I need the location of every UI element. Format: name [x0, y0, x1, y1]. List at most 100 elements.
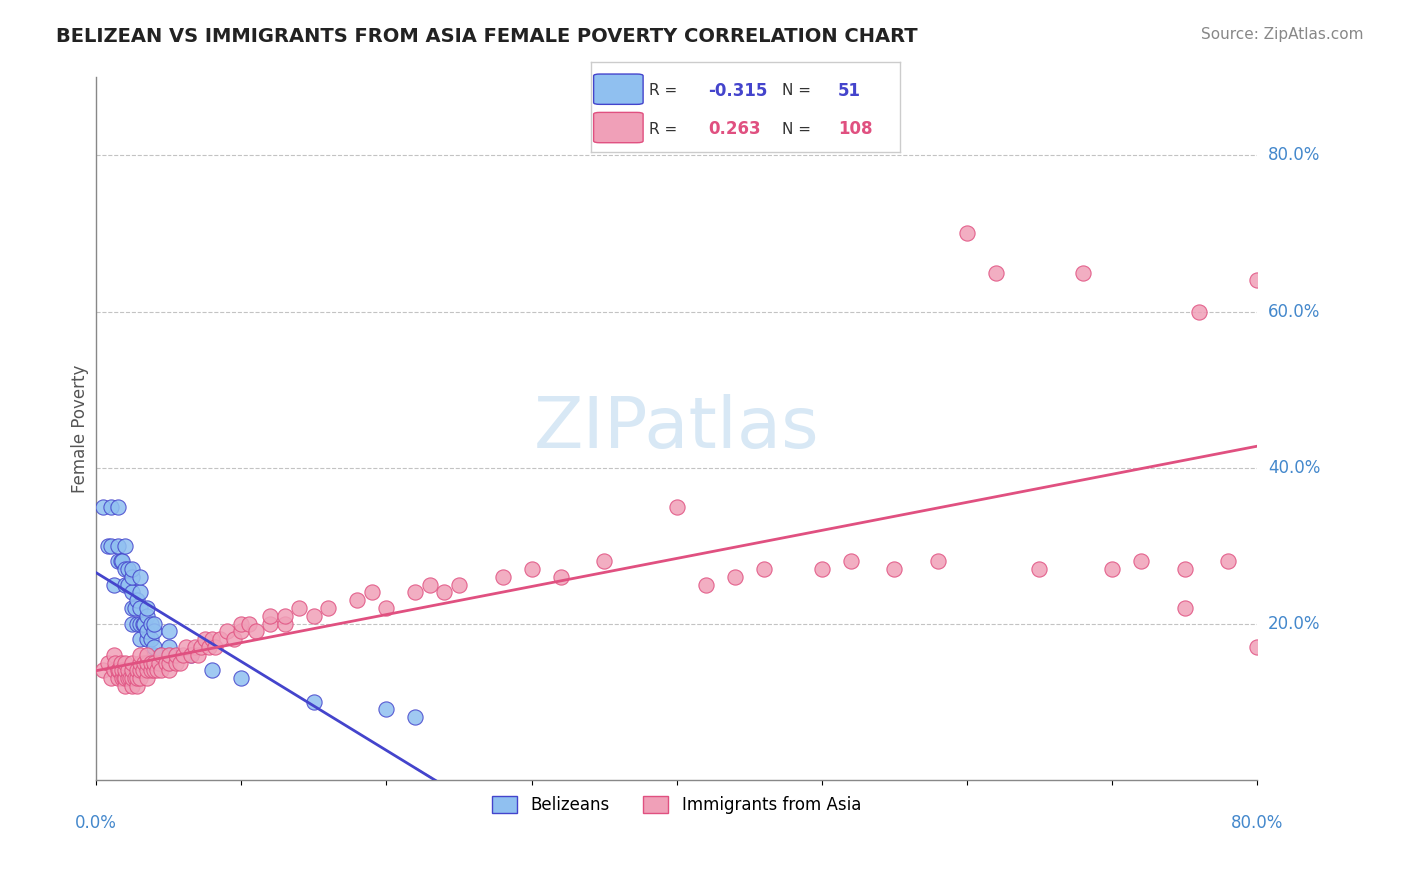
Point: [318, 601, 340, 615]
Point: [157, 648, 180, 662]
Point: [131, 664, 153, 678]
Point: [114, 664, 136, 678]
Point: [190, 640, 212, 654]
Point: [1028, 562, 1050, 576]
Point: [695, 577, 717, 591]
Point: [107, 664, 129, 678]
Point: [179, 648, 201, 662]
Point: [121, 570, 143, 584]
Point: [124, 671, 146, 685]
Point: [157, 624, 180, 639]
Point: [128, 648, 150, 662]
Point: [132, 616, 155, 631]
Point: [1246, 640, 1268, 654]
Point: [121, 616, 143, 631]
Point: [245, 624, 267, 639]
Point: [956, 227, 979, 241]
Point: [165, 656, 187, 670]
Point: [231, 671, 253, 685]
Point: [259, 608, 281, 623]
Point: [361, 585, 384, 599]
Point: [128, 632, 150, 647]
Point: [148, 656, 170, 670]
Point: [128, 601, 150, 615]
Point: [927, 554, 949, 568]
Text: BELIZEAN VS IMMIGRANTS FROM ASIA FEMALE POVERTY CORRELATION CHART: BELIZEAN VS IMMIGRANTS FROM ASIA FEMALE …: [56, 27, 918, 45]
Point: [752, 562, 775, 576]
Point: [447, 577, 470, 591]
Point: [136, 664, 159, 678]
Point: [1173, 562, 1195, 576]
Text: N =: N =: [782, 84, 815, 98]
Point: [984, 266, 1007, 280]
Point: [128, 664, 150, 678]
Point: [150, 648, 173, 662]
FancyBboxPatch shape: [593, 74, 643, 104]
Point: [128, 656, 150, 670]
Point: [114, 656, 136, 670]
Point: [259, 616, 281, 631]
Point: [208, 632, 231, 647]
Point: [169, 656, 191, 670]
Text: 40.0%: 40.0%: [1268, 458, 1320, 476]
Point: [111, 554, 134, 568]
Point: [187, 648, 209, 662]
Point: [143, 616, 166, 631]
Point: [131, 616, 153, 631]
Point: [375, 601, 398, 615]
Point: [143, 624, 166, 639]
Point: [117, 577, 139, 591]
Point: [121, 585, 143, 599]
Point: [107, 539, 129, 553]
Point: [491, 570, 513, 584]
Point: [114, 577, 136, 591]
Point: [107, 671, 129, 685]
Text: 20.0%: 20.0%: [1268, 615, 1320, 632]
Point: [112, 671, 135, 685]
Point: [141, 656, 163, 670]
Point: [136, 608, 159, 623]
Point: [274, 616, 297, 631]
Point: [433, 585, 456, 599]
Point: [204, 640, 226, 654]
Point: [143, 648, 166, 662]
Text: 0.0%: 0.0%: [76, 814, 117, 832]
Point: [107, 554, 129, 568]
Point: [157, 664, 180, 678]
Point: [100, 500, 122, 514]
Point: [215, 624, 238, 639]
Point: [150, 664, 173, 678]
Text: 60.0%: 60.0%: [1268, 302, 1320, 320]
Point: [128, 671, 150, 685]
Point: [550, 570, 572, 584]
Text: 108: 108: [838, 120, 873, 138]
Point: [97, 656, 120, 670]
Point: [110, 656, 132, 670]
Point: [128, 585, 150, 599]
Point: [136, 624, 159, 639]
Point: [114, 671, 136, 685]
Text: N =: N =: [782, 122, 815, 136]
Point: [222, 632, 245, 647]
Point: [125, 664, 148, 678]
Text: -0.315: -0.315: [709, 82, 768, 100]
Point: [184, 640, 207, 654]
Point: [117, 664, 139, 678]
Legend: Belizeans, Immigrants from Asia: Belizeans, Immigrants from Asia: [485, 789, 868, 821]
Point: [114, 679, 136, 693]
Point: [121, 664, 143, 678]
Point: [93, 664, 115, 678]
Point: [141, 664, 163, 678]
Point: [1173, 601, 1195, 615]
Point: [136, 671, 159, 685]
Point: [665, 500, 688, 514]
Point: [174, 640, 197, 654]
Point: [1246, 273, 1268, 287]
Text: 80.0%: 80.0%: [1230, 814, 1284, 832]
Point: [839, 554, 862, 568]
Point: [724, 570, 747, 584]
Point: [375, 702, 398, 716]
Point: [274, 608, 297, 623]
Point: [172, 648, 194, 662]
Point: [231, 616, 253, 631]
